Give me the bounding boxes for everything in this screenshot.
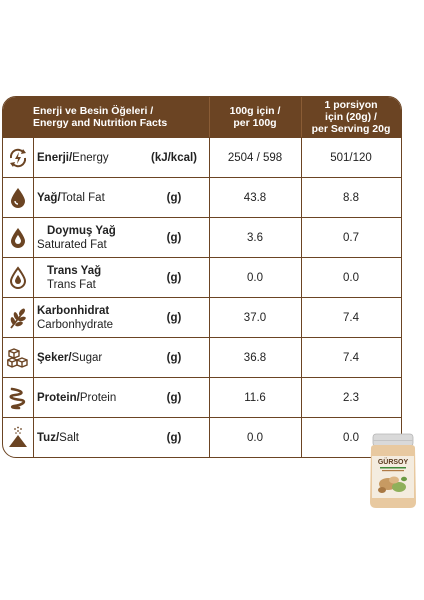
serving-value: 0.0 [343,272,359,284]
nutrient-name-en: Sugar [71,352,103,364]
per100-value: 36.8 [243,352,267,364]
trans-fat-icon [9,266,27,289]
nutrient-name-tr: Protein/ [37,392,80,404]
table-row: Tuz/Salt (g) 0.0 0.0 [3,417,401,457]
nutrient-name: Yağ/Total Fat [37,178,105,218]
unit-cell: (g) [166,192,182,204]
table-header: Enerji ve Besin Öğeleri / Energy and Nut… [3,97,401,137]
serving-value: 0.7 [343,232,359,244]
nutrient-name-tr: Şeker/ [37,352,72,364]
jar-brand-text: GÜRSOY [378,457,409,466]
nutrient-name-en: Salt [59,432,79,444]
table-row: Şeker/Sugar (g) 36.8 7.4 [3,337,401,377]
nutrient-name-tr: Trans Yağ [47,265,102,277]
table-row: Doymuş Yağ Saturated Fat (g) 3.6 0.7 [3,217,401,257]
nutrient-name: Enerji/Energy [37,138,109,178]
nutrient-name: Doymuş Yağ Saturated Fat [37,218,116,258]
nutrient-name-en: Trans Fat [47,279,96,291]
header-per100-column: 100g için / per 100g [209,97,301,137]
table-row: Yağ/Total Fat (g) 43.8 8.8 [3,177,401,217]
nutrient-name-en: Energy [72,152,109,164]
nutrient-name: Tuz/Salt [37,418,79,457]
sugar-cubes-icon [7,348,28,368]
unit-cell: (g) [166,232,182,244]
header-per100-line2: per 100g [233,117,277,129]
unit-cell: (g) [166,352,182,364]
nutrient-name-tr: Karbonhidrat [37,305,110,317]
nutrient-name-en: Saturated Fat [37,239,107,251]
nutrient-name-en: Total Fat [60,192,105,204]
nutrient-name: Protein/Protein [37,378,116,418]
header-divider [209,97,210,137]
per100-value: 0.0 [247,432,263,444]
unit-cell: (g) [166,312,182,324]
nutrient-name-en: Carbonhydrate [37,319,114,331]
per100-value: 2504 / 598 [227,152,283,164]
serving-value: 2.3 [343,392,359,404]
energy-icon [9,148,27,168]
nutrient-name-tr: Yağ/ [37,192,61,204]
per100-value: 43.8 [243,192,267,204]
nutrient-name: Karbonhidrat Carbonhydrate [37,298,113,338]
serving-value: 501/120 [330,152,372,164]
nutrient-name: Şeker/Sugar [37,338,102,378]
unit-cell: (g) [166,392,182,404]
serving-value: 7.4 [343,312,359,324]
header-serving-line1: 1 porsiyon [324,99,378,111]
nutrient-name: Trans Yağ Trans Fat [37,258,101,298]
nutrient-name-en: Protein [79,392,117,404]
header-serving-column: 1 porsiyon için (20g) / per Serving 20g [301,97,401,137]
per100-value: 0.0 [247,272,263,284]
nutrition-table: Enerji ve Besin Öğeleri / Energy and Nut… [2,96,402,458]
per100-value: 11.6 [244,392,266,404]
salt-icon [9,426,27,447]
header-divider [301,97,302,137]
per100-value: 3.6 [247,232,263,244]
serving-value: 0.0 [343,432,359,444]
nutrient-name-tr: Doymuş Yağ [47,225,116,237]
header-serving-line2: için (20g) / [325,111,377,123]
unit-cell: (g) [166,272,182,284]
saturated-fat-icon [11,228,25,248]
header-nutrient-column: Enerji ve Besin Öğeleri / Energy and Nut… [33,97,213,137]
header-nutrient-line1: Enerji ve Besin Öğeleri / [33,105,154,117]
nutrient-name-tr: Tuz/ [37,432,60,444]
grain-icon [10,308,26,329]
product-jar-image: GÜRSOY [370,433,416,508]
table-row: Enerji/Energy (kJ/kcal) 2504 / 598 501/1… [3,137,401,177]
serving-value: 8.8 [343,192,359,204]
header-serving-line3: per Serving 20g [311,123,391,135]
table-row: Trans Yağ Trans Fat (g) 0.0 0.0 [3,257,401,297]
serving-value: 7.4 [343,352,359,364]
unit-cell: (kJ/kcal) [150,152,198,164]
protein-icon [9,387,26,410]
nutrient-name-tr: Enerji/ [37,152,73,164]
per100-value: 37.0 [243,312,267,324]
fat-drop-icon [11,188,25,208]
header-nutrient-line2: Energy and Nutrition Facts [33,117,168,129]
table-row: Karbonhidrat Carbonhydrate (g) 37.0 7.4 [3,297,401,337]
unit-cell: (g) [166,432,182,444]
table-row: Protein/Protein (g) 11.6 2.3 [3,377,401,417]
header-per100-line1: 100g için / [229,105,281,117]
